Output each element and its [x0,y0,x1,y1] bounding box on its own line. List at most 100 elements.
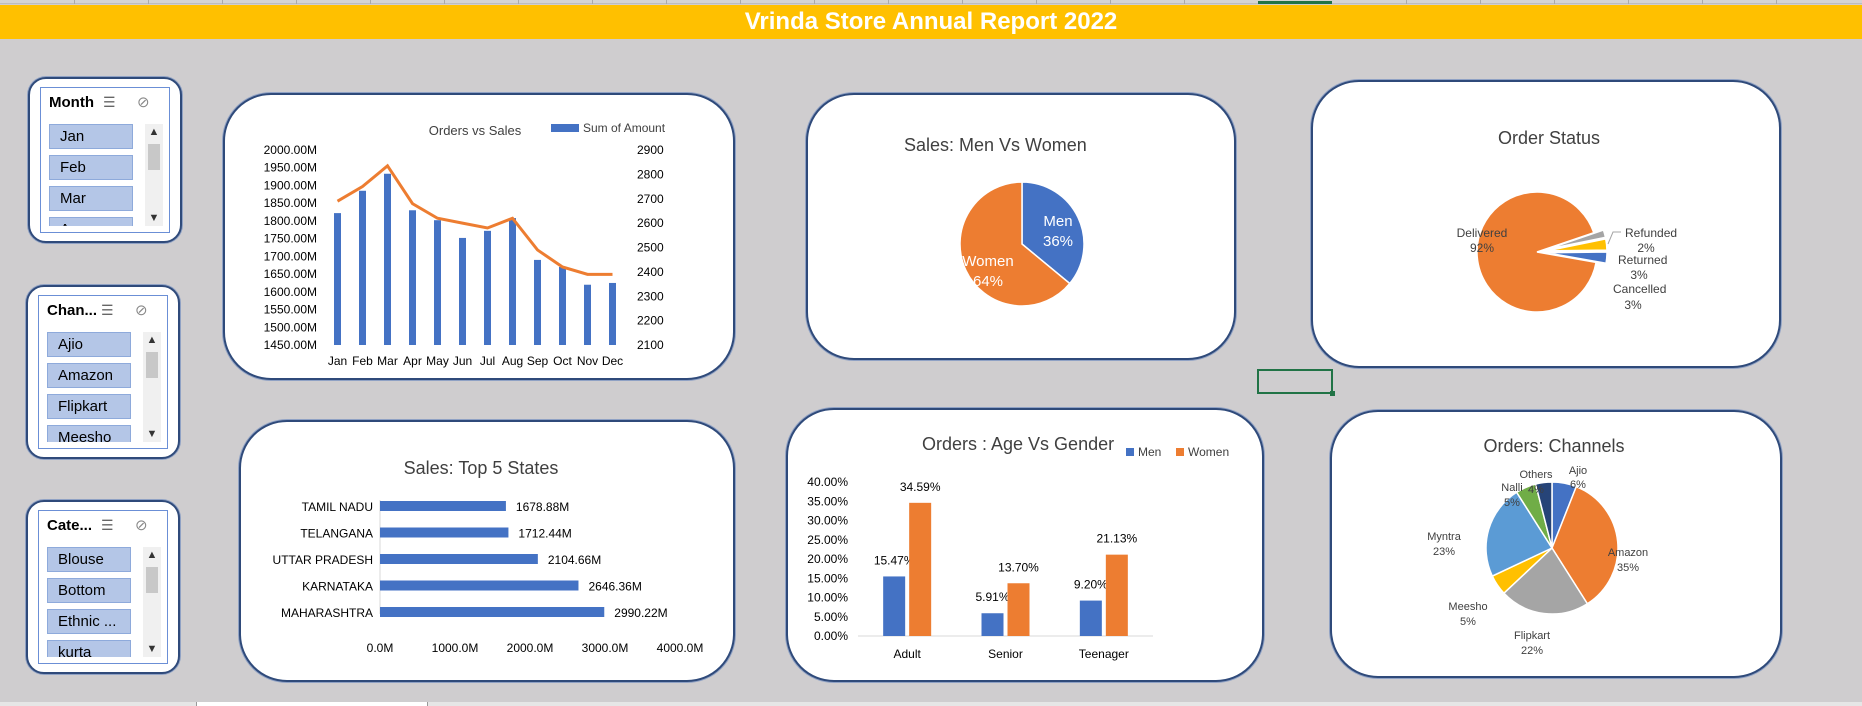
slice-pct: 35% [1617,562,1639,574]
channel-slicer[interactable]: Chan... ☰ ⊘ Ajio Amazon Flipkart Meesho … [26,285,180,459]
legend-swatch [551,124,579,132]
legend-swatch [1126,448,1134,456]
slice-label: Ajio [1569,465,1587,477]
y-tick-label-left: 1750.00M [264,232,317,246]
column-divider [370,0,371,4]
x-tick-label: 2000.0M [507,641,554,655]
scroll-up-icon[interactable]: ▲ [148,126,160,138]
y-tick-label-right: 2900 [637,143,664,157]
order-status-slice-refunded [1546,229,1607,251]
slicer-item-amazon[interactable]: Amazon [47,363,131,388]
active-sheet-tab[interactable] [196,702,428,706]
clear-filter-icon[interactable]: ⊘ [137,94,150,111]
leader-line [1607,231,1621,245]
slicer-item-feb[interactable]: Feb [49,155,133,180]
x-tick-label: Adult [893,647,921,661]
legend-label: Sum of Amount [583,121,666,135]
top-states-card[interactable]: Sales: Top 5 States TAMIL NADU 1678.88M TEL… [239,420,735,682]
slicer-item-blouse[interactable]: Blouse [47,547,131,572]
scroll-thumb[interactable] [146,352,158,378]
order-status-card[interactable]: Order Status Delivered 92% Refunded 2% Return… [1311,80,1781,368]
data-label: 1678.88M [516,500,569,514]
bar-amount [384,173,391,345]
month-slicer-header: Month [49,94,94,111]
x-tick-label: Senior [988,647,1023,661]
channels-slice-others [1534,481,1553,549]
y-tick-label-left: 1850.00M [264,196,317,210]
slicer-item-bottom[interactable]: Bottom [47,578,131,603]
x-tick-label: 3000.0M [582,641,629,655]
column-divider [1776,0,1777,4]
slicer-item-ajio[interactable]: Ajio [47,332,131,357]
x-tick-label: Jan [328,354,347,368]
x-tick-label: 1000.0M [432,641,479,655]
month-slicer-scrollbar[interactable]: ▲ ▼ [145,124,163,226]
orders-vs-sales-card[interactable]: Orders vs Sales Sum of Amount 2000.00M 1950… [223,93,735,380]
channel-slicer-scrollbar[interactable]: ▲ ▼ [143,332,161,442]
selected-cell[interactable] [1257,369,1335,396]
slicer-item-kurta[interactable]: kurta [47,640,131,657]
x-tick-label: Sep [527,354,549,368]
scroll-up-icon[interactable]: ▲ [146,334,158,346]
chart-title: Orders vs Sales [429,123,522,138]
scroll-down-icon[interactable]: ▼ [146,428,158,440]
age-gender-card[interactable]: Orders : Age Vs Gender Men Women 40.00% 35.0… [786,408,1264,682]
chart-title: Orders : Age Vs Gender [922,434,1114,454]
scroll-thumb[interactable] [146,567,158,593]
y-tick-label-right: 2700 [637,192,664,206]
data-label: 15.47% [874,553,915,567]
slicer-item-ethnic[interactable]: Ethnic ... [47,609,131,634]
slicer-item-apr[interactable]: Apr [49,217,133,226]
multi-select-icon[interactable]: ☰ [101,302,114,318]
bar-state [380,527,509,538]
data-label: 21.13% [1096,532,1137,546]
scroll-thumb[interactable] [148,144,160,170]
bar-amount [459,237,466,345]
slicer-item-meesho[interactable]: Meesho [47,425,131,442]
clear-filter-icon[interactable]: ⊘ [135,517,148,534]
sales-men-women-chart: Sales: Men Vs Women Men 36% Women 64% [904,135,1087,307]
chart-title: Sales: Top 5 States [404,458,559,478]
slice-pct: 2% [1637,241,1655,255]
y-tick-label-left: 1550.00M [264,303,317,317]
column-divider [1110,0,1111,4]
month-slicer[interactable]: Month ☰ ⊘ Jan Feb Mar Apr ▲ ▼ [28,77,182,243]
slice-label: Cancelled [1613,282,1666,296]
slicer-item-mar[interactable]: Mar [49,186,133,211]
y-tick-label: MAHARASHTRA [281,606,373,620]
slice-label: Returned [1618,253,1667,267]
y-tick-label: TAMIL NADU [302,500,373,514]
report-title-banner: Vrinda Store Annual Report 2022 [0,5,1862,39]
scroll-up-icon[interactable]: ▲ [146,549,158,561]
top-states-chart: Sales: Top 5 States TAMIL NADU 1678.88M TEL… [273,458,704,655]
slicer-item-jan[interactable]: Jan [49,124,133,149]
x-tick-label: 4000.0M [657,641,704,655]
multi-select-icon[interactable]: ☰ [101,517,114,533]
category-slicer-scrollbar[interactable]: ▲ ▼ [143,547,161,657]
sales-men-women-card[interactable]: Sales: Men Vs Women Men 36% Women 64% [806,93,1236,360]
column-divider [296,0,297,4]
slice-label: Delivered [1457,226,1508,240]
column-divider [518,0,519,4]
y-tick-label-left: 1450.00M [264,338,317,352]
data-label: 5.91% [975,590,1009,604]
x-tick-label: Dec [602,354,623,368]
month-slicer-frame: Month ☰ ⊘ Jan Feb Mar Apr ▲ ▼ [40,87,170,233]
slicer-item-flipkart[interactable]: Flipkart [47,394,131,419]
column-divider [444,0,445,4]
multi-select-icon[interactable]: ☰ [103,94,116,110]
category-slicer[interactable]: Cate... ☰ ⊘ Blouse Bottom Ethnic ... kur… [26,500,180,674]
bar-women [909,502,932,636]
clear-filter-icon[interactable]: ⊘ [135,302,148,319]
bar-amount [334,213,341,345]
slice-label: Nalli [1501,482,1522,494]
orders-channels-card[interactable]: Orders: Channels Ajio 6% Amazon 35% Flipkart 2… [1330,410,1782,678]
bar-amount [409,210,416,345]
x-tick-label: Teenager [1079,647,1129,661]
y-tick-label: 35.00% [807,494,848,508]
x-tick-label: Nov [577,354,598,368]
scroll-down-icon[interactable]: ▼ [148,212,160,224]
scroll-down-icon[interactable]: ▼ [146,643,158,655]
y-tick-label-left: 2000.00M [264,143,317,157]
bar-women [1105,554,1128,636]
